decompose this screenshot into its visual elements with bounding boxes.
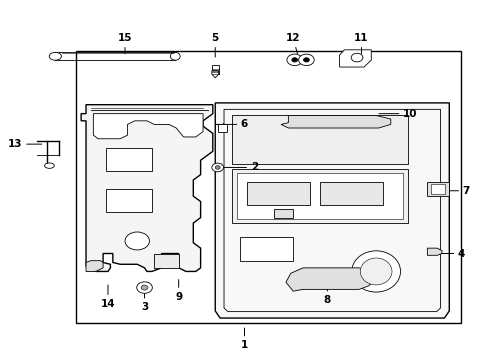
Circle shape xyxy=(215,166,220,169)
Text: 6: 6 xyxy=(215,120,247,129)
Circle shape xyxy=(350,53,362,62)
Circle shape xyxy=(211,163,223,172)
Circle shape xyxy=(137,282,152,293)
Bar xyxy=(211,65,218,74)
Bar xyxy=(105,148,152,171)
Text: 11: 11 xyxy=(353,33,368,54)
Circle shape xyxy=(303,58,309,62)
Bar xyxy=(76,51,461,323)
Circle shape xyxy=(141,285,148,290)
Ellipse shape xyxy=(360,258,391,285)
Text: 15: 15 xyxy=(118,33,132,54)
Circle shape xyxy=(298,54,314,66)
Text: 14: 14 xyxy=(101,285,115,309)
Bar xyxy=(273,209,293,218)
Bar xyxy=(239,237,293,261)
Text: 7: 7 xyxy=(439,186,469,196)
Text: 8: 8 xyxy=(323,285,330,305)
Ellipse shape xyxy=(351,251,400,292)
Bar xyxy=(427,182,448,196)
Ellipse shape xyxy=(170,52,180,60)
Polygon shape xyxy=(232,116,407,164)
Text: 1: 1 xyxy=(241,328,247,350)
Polygon shape xyxy=(285,268,375,291)
Ellipse shape xyxy=(44,163,54,168)
Circle shape xyxy=(125,232,149,250)
Bar xyxy=(320,182,383,205)
Polygon shape xyxy=(217,125,227,132)
Polygon shape xyxy=(281,116,390,128)
Polygon shape xyxy=(81,105,212,271)
Polygon shape xyxy=(215,103,448,318)
Polygon shape xyxy=(427,248,441,255)
Polygon shape xyxy=(237,173,402,220)
Text: 12: 12 xyxy=(285,33,300,54)
Circle shape xyxy=(286,54,302,66)
Bar xyxy=(105,189,152,212)
Bar xyxy=(430,184,445,194)
Polygon shape xyxy=(86,261,103,271)
Text: 9: 9 xyxy=(175,280,182,302)
Text: 4: 4 xyxy=(439,248,464,258)
Polygon shape xyxy=(211,71,218,78)
Text: 10: 10 xyxy=(378,109,417,119)
Bar xyxy=(246,182,310,205)
Polygon shape xyxy=(154,253,178,268)
Text: 13: 13 xyxy=(8,139,41,149)
Text: 2: 2 xyxy=(220,162,257,172)
Text: 5: 5 xyxy=(211,33,219,57)
Polygon shape xyxy=(232,169,407,223)
Polygon shape xyxy=(93,114,203,139)
Text: 3: 3 xyxy=(141,291,148,312)
Polygon shape xyxy=(339,50,370,67)
Circle shape xyxy=(291,58,297,62)
Ellipse shape xyxy=(49,52,61,60)
